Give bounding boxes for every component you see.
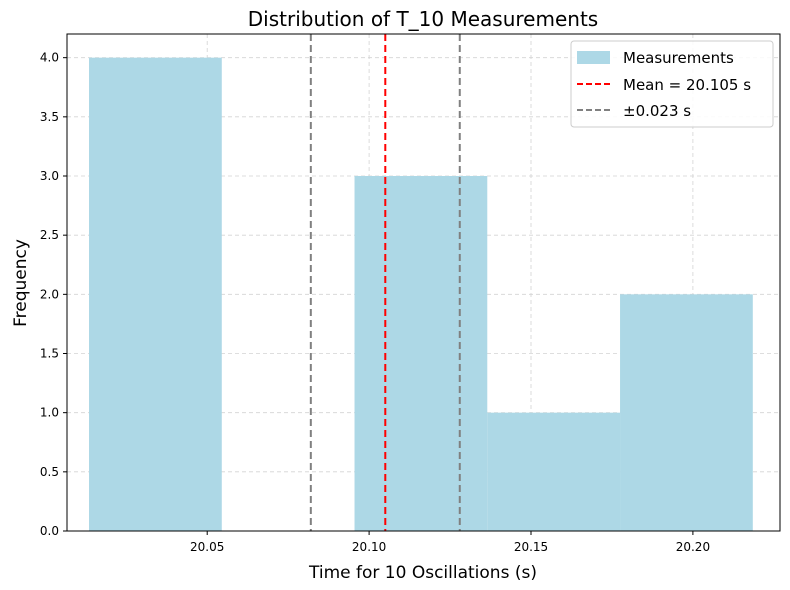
legend-label-mean: Mean = 20.105 s bbox=[623, 76, 751, 94]
y-tick-label: 1.5 bbox=[40, 347, 59, 361]
y-axis-label: Frequency bbox=[11, 239, 31, 327]
y-tick-label: 2.5 bbox=[40, 228, 59, 242]
axes-frame bbox=[66, 33, 781, 532]
chart-title: Distribution of T_10 Measurements bbox=[248, 7, 598, 31]
y-tick-label: 3.5 bbox=[40, 110, 59, 124]
y-tick-label: 1.0 bbox=[40, 406, 59, 420]
legend: Measurements Mean = 20.105 s ±0.023 s bbox=[570, 40, 774, 128]
legend-frame bbox=[570, 40, 774, 128]
histogram-bar bbox=[487, 412, 621, 531]
y-tick-label: 0.0 bbox=[40, 524, 59, 538]
x-tick-label: 20.15 bbox=[514, 540, 548, 554]
y-tick-label: 2.0 bbox=[40, 287, 59, 301]
histogram-bar bbox=[620, 294, 753, 531]
y-tick-label: 4.0 bbox=[40, 51, 59, 65]
y-tick-label: 3.0 bbox=[40, 169, 59, 183]
y-tick-label: 0.5 bbox=[40, 465, 59, 479]
reference-lines bbox=[309, 34, 461, 531]
legend-swatch-measurements bbox=[577, 51, 610, 64]
x-tick-label: 20.20 bbox=[676, 540, 710, 554]
x-axis-ticks: 20.05 20.10 20.15 20.20 bbox=[190, 531, 710, 554]
x-axis-label: Time for 10 Oscillations (s) bbox=[308, 563, 537, 583]
y-axis-ticks: 0.0 0.5 1.0 1.5 2.0 2.5 3.0 3.5 4.0 bbox=[40, 51, 67, 538]
histogram-bar bbox=[89, 57, 222, 532]
x-tick-label: 20.10 bbox=[352, 540, 386, 554]
histogram-bars bbox=[89, 57, 753, 532]
x-tick-label: 20.05 bbox=[190, 540, 224, 554]
histogram-bar bbox=[354, 176, 488, 531]
legend-label-std: ±0.023 s bbox=[623, 102, 691, 120]
legend-label-measurements: Measurements bbox=[623, 49, 734, 67]
